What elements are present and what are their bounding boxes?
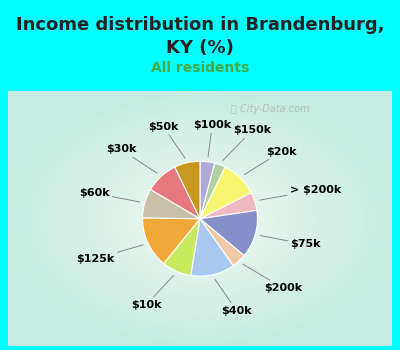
Wedge shape — [200, 210, 258, 256]
Text: $100k: $100k — [193, 120, 231, 156]
Text: $40k: $40k — [215, 279, 252, 316]
Text: $125k: $125k — [76, 245, 143, 264]
Wedge shape — [191, 219, 233, 276]
Text: > $200k: > $200k — [260, 185, 341, 200]
Wedge shape — [142, 189, 200, 219]
Text: All residents: All residents — [151, 61, 249, 75]
Wedge shape — [200, 167, 251, 219]
Wedge shape — [200, 219, 244, 266]
Wedge shape — [142, 218, 200, 264]
Text: $10k: $10k — [131, 275, 174, 310]
Wedge shape — [150, 167, 200, 219]
Wedge shape — [200, 193, 257, 219]
Wedge shape — [164, 219, 200, 275]
Text: $60k: $60k — [79, 188, 140, 202]
Wedge shape — [175, 161, 200, 219]
Text: $30k: $30k — [106, 145, 157, 173]
Text: ⓘ City-Data.com: ⓘ City-Data.com — [231, 104, 309, 114]
Text: $75k: $75k — [260, 236, 321, 249]
Text: Income distribution in Brandenburg,
KY (%): Income distribution in Brandenburg, KY (… — [16, 16, 384, 57]
Text: $20k: $20k — [244, 147, 296, 175]
Text: $150k: $150k — [223, 125, 271, 161]
Text: $50k: $50k — [148, 122, 185, 158]
Wedge shape — [200, 161, 215, 219]
Text: $200k: $200k — [243, 264, 302, 293]
Wedge shape — [200, 163, 225, 219]
